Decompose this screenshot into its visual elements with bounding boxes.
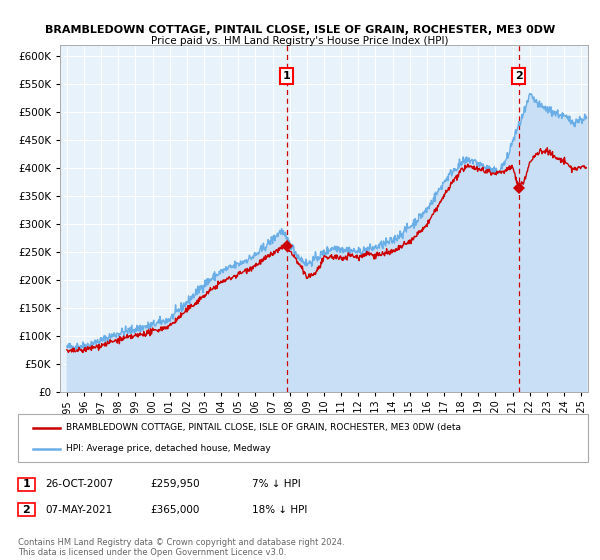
Text: HPI: Average price, detached house, Medway: HPI: Average price, detached house, Medw… (66, 444, 271, 453)
Text: 2: 2 (515, 71, 523, 81)
Text: 1: 1 (283, 71, 290, 81)
Text: 18% ↓ HPI: 18% ↓ HPI (252, 505, 307, 515)
Text: Contains HM Land Registry data © Crown copyright and database right 2024.
This d: Contains HM Land Registry data © Crown c… (18, 538, 344, 557)
Text: BRAMBLEDOWN COTTAGE, PINTAIL CLOSE, ISLE OF GRAIN, ROCHESTER, ME3 0DW (deta: BRAMBLEDOWN COTTAGE, PINTAIL CLOSE, ISLE… (66, 423, 461, 432)
Text: BRAMBLEDOWN COTTAGE, PINTAIL CLOSE, ISLE OF GRAIN, ROCHESTER, ME3 0DW: BRAMBLEDOWN COTTAGE, PINTAIL CLOSE, ISLE… (45, 25, 555, 35)
Text: £259,950: £259,950 (150, 479, 200, 489)
Text: 26-OCT-2007: 26-OCT-2007 (45, 479, 113, 489)
Text: 7% ↓ HPI: 7% ↓ HPI (252, 479, 301, 489)
Text: 2: 2 (23, 505, 30, 515)
Text: 1: 1 (23, 479, 30, 489)
Text: £365,000: £365,000 (150, 505, 199, 515)
Text: Price paid vs. HM Land Registry's House Price Index (HPI): Price paid vs. HM Land Registry's House … (151, 36, 449, 46)
Text: 07-MAY-2021: 07-MAY-2021 (45, 505, 112, 515)
